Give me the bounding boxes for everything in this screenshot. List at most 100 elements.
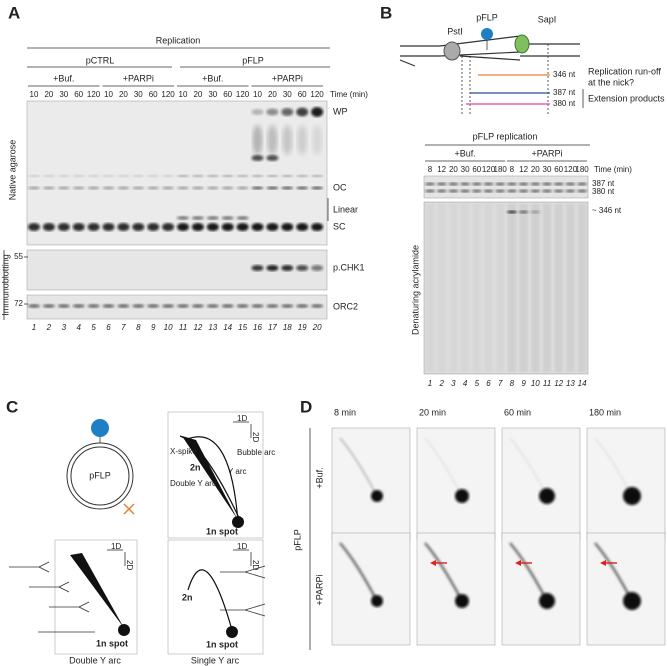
- spot: [455, 489, 469, 503]
- band: [297, 125, 308, 155]
- band: [236, 174, 249, 178]
- band: [460, 189, 471, 193]
- band: [191, 223, 204, 231]
- time-label: Time (min): [330, 90, 368, 99]
- time: 10: [253, 90, 262, 99]
- spot: [539, 593, 555, 609]
- time: 20: [449, 165, 458, 174]
- band: [296, 174, 309, 178]
- time: 20: [44, 90, 53, 99]
- caption: Double Y arc: [69, 655, 121, 665]
- note: Replication run-off: [588, 66, 661, 76]
- plasmid: [70, 446, 130, 506]
- molecule: [78, 601, 90, 608]
- band: [57, 186, 70, 190]
- lane-streak: [519, 204, 528, 372]
- band: [206, 174, 219, 178]
- molecule: [244, 603, 266, 611]
- band: [117, 186, 130, 190]
- blot-label: p.CHK1: [333, 262, 365, 272]
- treatment: +Buf.: [53, 73, 74, 83]
- lane-number: 3: [451, 379, 456, 388]
- band: [177, 174, 189, 178]
- band: [132, 186, 145, 190]
- band: [281, 186, 294, 190]
- time: 10: [30, 90, 39, 99]
- molecule: [38, 566, 50, 573]
- molecule: [244, 571, 266, 579]
- band: [282, 125, 293, 155]
- band-label: WP: [333, 106, 348, 116]
- band: [296, 107, 309, 117]
- band: [28, 174, 40, 178]
- lane-streak: [507, 204, 516, 372]
- band: [236, 223, 249, 231]
- box: [167, 411, 264, 539]
- band: [236, 304, 249, 308]
- band: [311, 265, 324, 271]
- gel-label: Denaturing acrylamide: [410, 245, 420, 335]
- lane-number: 4: [463, 379, 468, 388]
- band: [296, 265, 309, 271]
- band: [311, 304, 324, 308]
- lane-number: 4: [76, 323, 81, 332]
- band: [177, 216, 189, 220]
- band: [266, 155, 279, 161]
- band: [530, 182, 541, 186]
- time: 20: [531, 165, 540, 174]
- lane-number: 16: [253, 323, 262, 332]
- band: [565, 189, 576, 193]
- band: [206, 223, 219, 231]
- lane-number: 8: [510, 379, 515, 388]
- plasmid: pFLP: [476, 12, 498, 22]
- lane-number: 1: [428, 379, 432, 388]
- band: [102, 174, 115, 178]
- band: [266, 108, 279, 116]
- band: [506, 189, 517, 193]
- band: [266, 265, 279, 271]
- time: 60: [472, 165, 481, 174]
- axis-label: 1D: [237, 542, 247, 551]
- box: [167, 539, 264, 655]
- time: 60: [554, 165, 563, 174]
- spot: [118, 624, 130, 636]
- lane-number: 9: [151, 323, 156, 332]
- band: [221, 223, 234, 231]
- red-arrowhead: [515, 560, 521, 566]
- lane-number: 5: [91, 323, 96, 332]
- lane-number: 7: [498, 379, 503, 388]
- time: 30: [134, 90, 143, 99]
- time: 8: [510, 165, 515, 174]
- label: 2n: [182, 592, 193, 602]
- label: 1n spot: [206, 639, 238, 649]
- time: 30: [208, 90, 217, 99]
- treatment: +PARPi: [272, 73, 303, 83]
- band: [281, 174, 294, 178]
- gel: [423, 175, 589, 199]
- lane-streak: [484, 204, 493, 372]
- spot: [371, 490, 383, 502]
- lane-number: 9: [521, 379, 526, 388]
- band: [191, 216, 204, 220]
- band: [206, 186, 219, 190]
- band: [553, 189, 564, 193]
- note: Extension products: [588, 93, 665, 103]
- site: SapI: [538, 14, 557, 24]
- gel: [26, 294, 328, 320]
- lane-streak: [437, 204, 446, 372]
- band: [553, 182, 564, 186]
- caption: Single Y arc: [191, 655, 240, 665]
- lane-number: 12: [554, 379, 563, 388]
- band: [518, 189, 529, 193]
- band: [483, 189, 494, 193]
- lane-streak: [449, 204, 458, 372]
- band: [102, 304, 115, 308]
- treatment: +PARPi: [123, 73, 154, 83]
- helicase: [514, 34, 530, 54]
- treatment: +Buf.: [202, 73, 223, 83]
- molecule: [58, 586, 70, 593]
- molecule: [244, 565, 266, 573]
- time: 60: [298, 90, 307, 99]
- band: [221, 174, 234, 178]
- time: 120: [564, 165, 578, 174]
